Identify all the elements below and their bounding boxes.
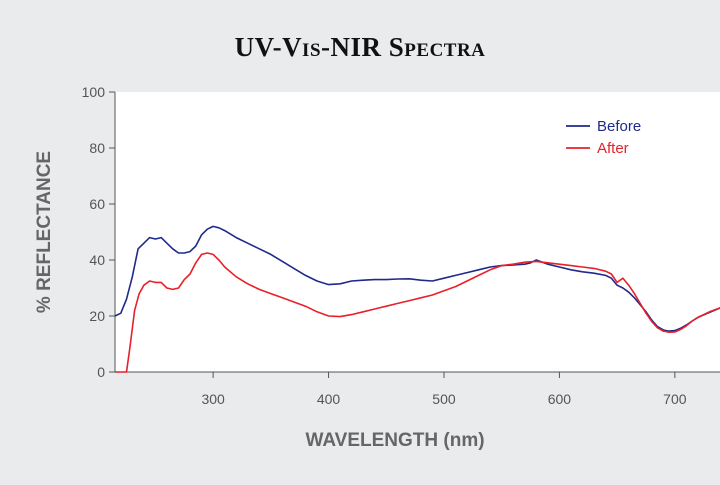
y-tick-label: 80 xyxy=(89,140,105,156)
x-axis-label: WAVELENGTH (nm) xyxy=(305,430,484,451)
y-axis-label: % REFLECTANCE xyxy=(34,151,55,313)
x-tick-label: 700 xyxy=(663,391,687,407)
x-tick-label: 500 xyxy=(432,391,456,407)
y-tick-label: 100 xyxy=(82,84,106,100)
plot-area xyxy=(115,92,720,372)
axes: 020406080100300400500600700800 xyxy=(82,84,720,407)
y-tick-label: 20 xyxy=(89,308,105,324)
y-tick-label: 40 xyxy=(89,252,105,268)
legend-label-before: Before xyxy=(597,118,641,135)
series-layer xyxy=(114,225,720,373)
legend: Before After xyxy=(566,118,641,157)
chart-title: UV-Vis-NIR Spectra xyxy=(234,32,486,62)
series-line-after xyxy=(115,252,720,373)
legend-label-after: After xyxy=(597,140,629,157)
x-tick-label: 400 xyxy=(317,391,341,407)
x-tick-label: 300 xyxy=(201,391,225,407)
y-tick-label: 0 xyxy=(97,364,105,380)
y-tick-label: 60 xyxy=(89,196,105,212)
x-tick-label: 600 xyxy=(548,391,572,407)
